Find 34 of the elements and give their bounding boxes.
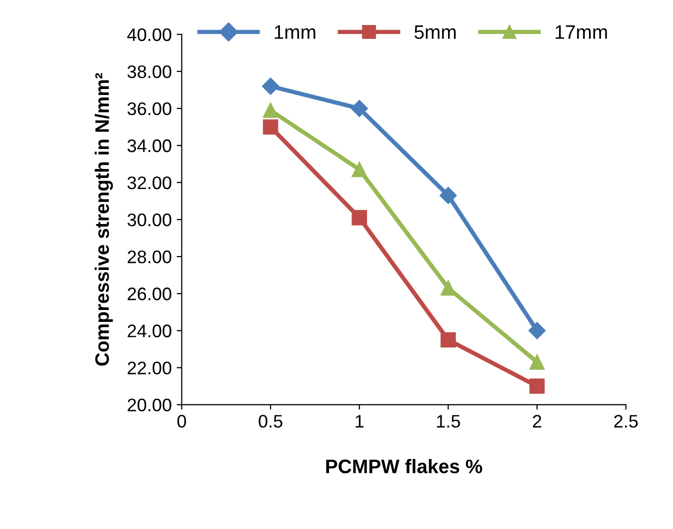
legend-label: 1mm [274, 25, 316, 39]
y-tick-label: 36.00 [128, 102, 172, 116]
x-tick-label: 1.5 [437, 415, 460, 428]
point [352, 210, 368, 226]
x-tick-label: 1 [356, 415, 364, 428]
y-tick-label: 40.00 [127, 28, 172, 42]
y-tick-label: 38.00 [128, 65, 172, 78]
point [262, 78, 280, 95]
y-tick-label: 20.00 [128, 398, 172, 412]
point [440, 332, 456, 348]
x-tick-label: 0 [177, 414, 186, 428]
y-tick-label: 24.00 [128, 324, 172, 338]
x-tick-label: 0.5 [258, 414, 282, 428]
point [529, 378, 545, 394]
point [528, 322, 546, 340]
legend-label: 5mm [414, 25, 456, 39]
y-tick-label: 32.00 [128, 176, 172, 190]
point [440, 280, 456, 296]
x-tick-label: 2.5 [614, 414, 638, 428]
y-tick-label: 34.00 [128, 139, 172, 152]
y-tick-label: 30.00 [128, 213, 172, 226]
y-axis-title: Compressive strength in N/mm² [94, 72, 113, 366]
y-tick-label: 26.00 [128, 288, 172, 300]
y-tick-label: 28.00 [128, 250, 172, 264]
point [350, 100, 368, 117]
point [440, 186, 457, 204]
y-tick-label: 22.00 [128, 362, 172, 374]
point [262, 119, 278, 135]
x-tick-label: 2 [532, 414, 542, 428]
legend-label: 17mm [556, 25, 607, 39]
x-axis-title: PCMPW flakes % [326, 459, 482, 474]
point [262, 102, 278, 118]
point [352, 162, 368, 178]
point [529, 354, 545, 370]
